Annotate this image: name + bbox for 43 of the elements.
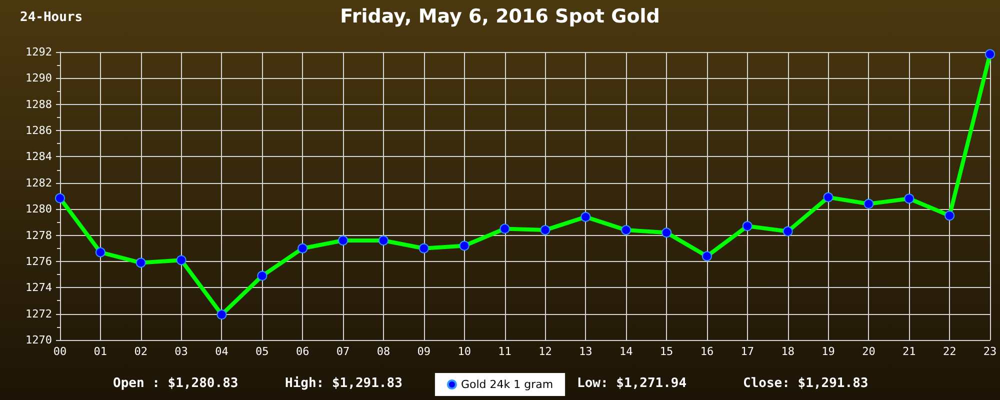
y-tick-label: 1278 (26, 228, 52, 242)
y-tick-label: 1274 (26, 281, 52, 294)
x-tick-label: 06 (296, 345, 310, 358)
y-tick-label: 1284 (26, 150, 52, 164)
x-tick-label: 08 (376, 345, 390, 358)
x-tick-label: 16 (700, 345, 714, 358)
x-tick-label: 14 (619, 345, 634, 358)
x-tick-label: 05 (256, 345, 269, 358)
x-tick-label: 01 (94, 345, 108, 358)
x-tick-label: 10 (458, 345, 471, 358)
y-tick-label: 1288 (26, 98, 52, 111)
x-tick-label: 11 (498, 345, 512, 358)
x-tick-label: 21 (902, 345, 916, 358)
text: High: $1,291.83 (285, 376, 402, 391)
y-tick-label: 1280 (26, 202, 52, 216)
y-tick-label: 1290 (26, 72, 52, 85)
x-tick-label: 17 (740, 345, 754, 358)
y-tick-label: 1282 (26, 176, 52, 190)
x-tick-label: 19 (822, 345, 835, 358)
chart-title: Friday, May 6, 2016 Spot Gold (340, 6, 660, 28)
y-tick-label: 1270 (26, 334, 52, 346)
x-tick-label: 15 (660, 345, 674, 358)
y-tick-label: 1272 (26, 307, 52, 320)
x-tick-label: 13 (579, 345, 592, 358)
text: Low: $1,271.94 (577, 376, 687, 391)
x-tick-label: 03 (174, 345, 188, 358)
text: 24-Hours (20, 10, 83, 25)
x-tick-label: 12 (538, 345, 552, 358)
x-tick-label: 00 (53, 345, 67, 358)
y-tick-label: 1292 (26, 46, 52, 58)
x-tick-label: 20 (862, 345, 876, 358)
y-tick-label: 1276 (26, 254, 52, 268)
x-tick-label: 02 (134, 345, 148, 358)
y-tick-label: 1286 (26, 124, 52, 138)
x-tick-label: 22 (942, 345, 956, 358)
x-tick-label: 09 (417, 345, 431, 358)
x-tick-label: 07 (336, 345, 350, 358)
legend-label: Gold 24k 1 gram (460, 378, 554, 391)
x-tick-label: 23 (983, 345, 997, 358)
text: Close: $1,291.83 (743, 376, 868, 391)
x-tick-label: 04 (215, 345, 229, 358)
text: Open : $1,280.83 (113, 376, 238, 391)
x-tick-label: 18 (781, 345, 794, 358)
